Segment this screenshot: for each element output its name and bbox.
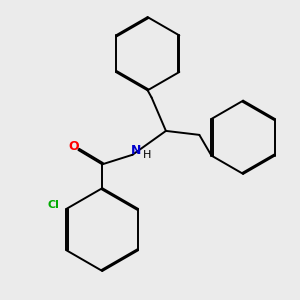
Text: O: O	[68, 140, 79, 153]
Text: Cl: Cl	[48, 200, 60, 210]
Text: N: N	[130, 144, 141, 157]
Text: H: H	[142, 150, 151, 160]
